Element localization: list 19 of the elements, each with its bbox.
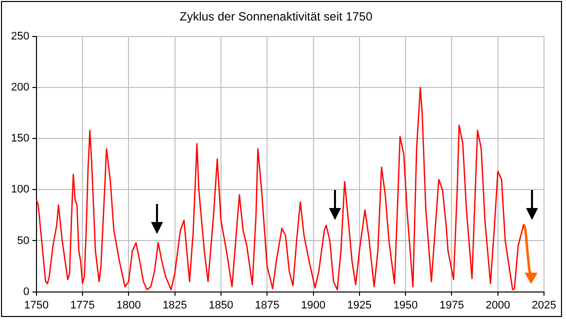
- x-tick-label: 1875: [254, 299, 280, 312]
- x-tick-label: 2000: [486, 299, 510, 312]
- x-tick-label: 1825: [162, 299, 188, 312]
- chart-title: Zyklus der Sonnenaktivität seit 1750: [180, 10, 373, 24]
- x-tick-label: 1925: [347, 299, 372, 312]
- y-tick-label: 0: [23, 286, 30, 298]
- y-tick-label: 250: [10, 30, 30, 42]
- y-tick-label: 200: [10, 82, 30, 94]
- x-tick-label: 1750: [24, 299, 49, 312]
- y-tick-label: 100: [10, 184, 30, 196]
- x-tick-label: 1975: [439, 299, 464, 312]
- y-tick-label: 50: [17, 234, 30, 247]
- y-tick-label: 150: [10, 132, 30, 145]
- x-tick-label: 2025: [532, 299, 556, 312]
- x-tick-label: 1800: [116, 299, 141, 312]
- x-tick-label: 1950: [393, 299, 418, 312]
- x-tick-label: 1775: [70, 299, 95, 312]
- x-tick-label: 1850: [208, 299, 234, 312]
- x-tick-label: 1900: [301, 299, 326, 312]
